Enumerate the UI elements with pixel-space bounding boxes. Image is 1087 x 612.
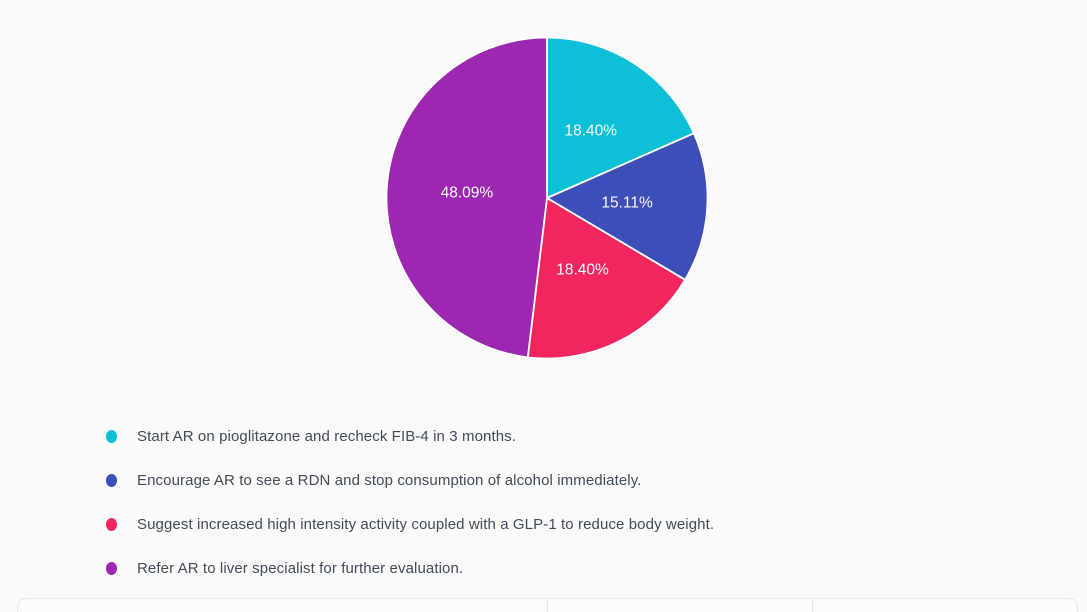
legend-label: Suggest increased high intensity activit… bbox=[137, 515, 715, 533]
table-column-divider bbox=[547, 600, 548, 612]
legend-label: Start AR on pioglitazone and recheck FIB… bbox=[137, 427, 517, 445]
table-top-edge bbox=[17, 598, 1078, 612]
legend-color-dot bbox=[106, 473, 117, 487]
legend-item[interactable]: Start AR on pioglitazone and recheck FIB… bbox=[106, 414, 714, 458]
pie-slice[interactable] bbox=[385, 36, 548, 359]
pie-slice[interactable] bbox=[546, 36, 695, 199]
legend-color-dot bbox=[106, 561, 117, 575]
legend-label: Encourage AR to see a RDN and stop consu… bbox=[137, 471, 642, 489]
table-column-divider bbox=[812, 600, 813, 612]
legend-color-dot bbox=[106, 517, 117, 531]
pie-chart[interactable]: 18.40%15.11%18.40%48.09% bbox=[385, 36, 709, 360]
legend-item[interactable]: Refer AR to liver specialist for further… bbox=[106, 546, 714, 590]
legend-color-dot bbox=[106, 429, 117, 443]
legend-item[interactable]: Suggest increased high intensity activit… bbox=[106, 502, 714, 546]
chart-legend: Start AR on pioglitazone and recheck FIB… bbox=[106, 414, 714, 590]
pie-slice[interactable] bbox=[526, 197, 686, 360]
pie-slice[interactable] bbox=[546, 132, 709, 281]
legend-label: Refer AR to liver specialist for further… bbox=[137, 559, 464, 577]
legend-item[interactable]: Encourage AR to see a RDN and stop consu… bbox=[106, 458, 714, 502]
